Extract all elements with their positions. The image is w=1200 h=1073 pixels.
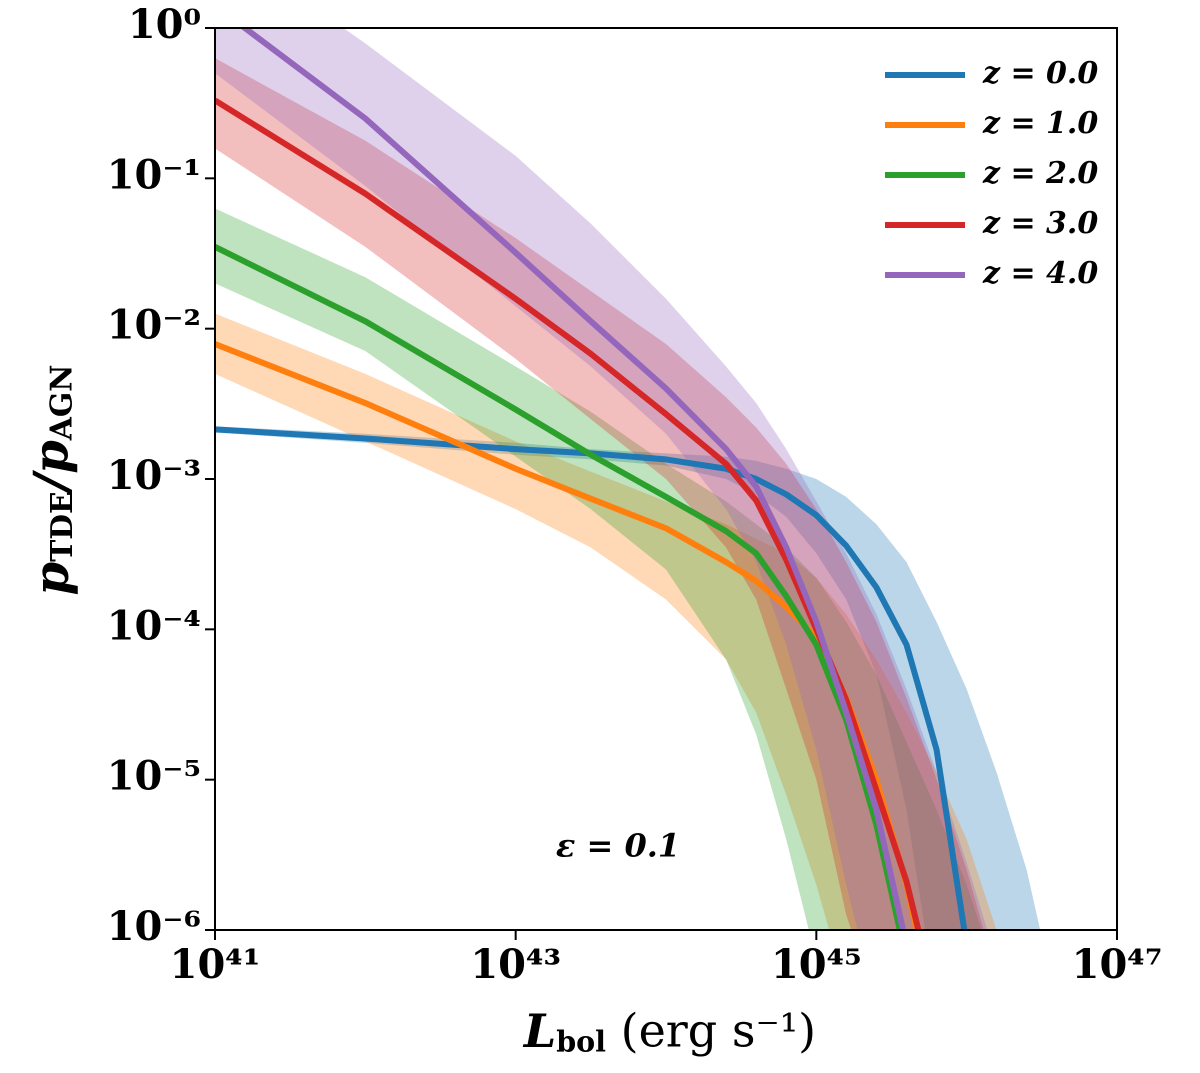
legend: z = 0.0 z = 1.0 z = 2.0 z = 3.0 z = 4.0	[885, 56, 1098, 291]
confidence-band	[215, 58, 984, 930]
label-part: /p	[23, 440, 79, 495]
series-line	[215, 341, 920, 930]
y-tick-label: 10⁻²	[107, 302, 201, 349]
legend-label: z = 1.0	[982, 106, 1098, 141]
label-part: (erg s⁻¹)	[606, 1003, 816, 1057]
label-subscript: bol	[556, 1024, 606, 1058]
series-line	[215, 97, 922, 930]
series-line	[215, 426, 968, 930]
lines	[215, 28, 968, 930]
legend-label: z = 2.0	[982, 156, 1098, 191]
confidence-band	[215, 313, 997, 930]
x-tick-label: 10⁴⁷	[1072, 941, 1163, 988]
x-tick-label: 10⁴¹	[170, 941, 261, 988]
y-tick-label: 10⁻⁵	[107, 753, 201, 800]
y-tick-label: 10⁻⁶	[107, 903, 201, 950]
label-subscript: TDE	[45, 491, 80, 562]
x-tick-label: 10⁴⁵	[771, 941, 862, 988]
annotation: ε = 0.1	[556, 827, 680, 865]
y-tick-label: 10⁻⁴	[107, 602, 201, 649]
legend-label: z = 4.0	[982, 256, 1098, 291]
label-subscript: AGN	[44, 365, 79, 442]
series-line	[239, 28, 907, 930]
bands	[215, 28, 1041, 930]
y-axis-label: pTDE/pAGN	[23, 365, 80, 596]
legend-label: z = 0.0	[982, 56, 1098, 91]
legend-label: z = 3.0	[982, 206, 1098, 241]
y-tick-label: 10⁻³	[107, 452, 201, 499]
label-part: p	[24, 562, 80, 596]
confidence-band	[215, 426, 1041, 930]
x-tick-label: 10⁴³	[470, 941, 561, 988]
confidence-band	[215, 28, 988, 930]
label-part: L	[522, 1004, 556, 1058]
x-axis-label: Lbol (erg s⁻¹)	[522, 1003, 816, 1058]
axes: 10⁻⁶ 10⁻⁵ 10⁻⁴ 10⁻³ 10⁻² 10⁻¹ 10⁰ 10⁴¹ 10⁴³ 10⁴⁵ 1…	[107, 1, 1163, 988]
y-tick-label: 10⁻¹	[107, 151, 201, 198]
confidence-band	[215, 208, 982, 930]
y-tick-label: 10⁰	[128, 1, 201, 48]
